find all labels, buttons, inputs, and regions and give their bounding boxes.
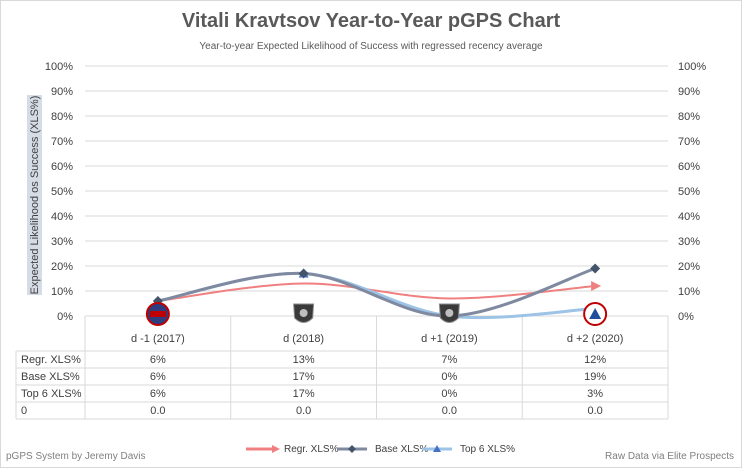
y-tick-label-right: 100% [678, 61, 706, 73]
y-tick-label-left: 60% [51, 161, 73, 173]
legend-marker [433, 445, 441, 452]
y-tick-label-left: 10% [51, 286, 73, 298]
table-cell: 13% [293, 354, 315, 366]
table-cell: 0.0 [442, 405, 457, 417]
y-tick-label-left: 30% [51, 236, 73, 248]
y-tick-label-left: 80% [51, 111, 73, 123]
series-arrow-marker [591, 281, 602, 291]
table-cell: 17% [293, 371, 315, 383]
y-tick-label-right: 70% [678, 136, 700, 148]
series-point-diamond [590, 263, 601, 274]
table-cell: 12% [584, 354, 606, 366]
y-tick-label-left: 0% [57, 311, 73, 323]
y-tick-label-right: 80% [678, 111, 700, 123]
legend-marker [272, 445, 280, 453]
y-tick-label-left: 40% [51, 211, 73, 223]
table-cell: 3% [587, 388, 603, 400]
y-tick-label-left: 50% [51, 186, 73, 198]
y-tick-label-left: 70% [51, 136, 73, 148]
y-tick-label-right: 90% [678, 86, 700, 98]
footer-source: Raw Data via Elite Prospects [605, 451, 734, 462]
x-tick-label: d (2018) [283, 333, 324, 345]
chart-title: Vitali Kravtsov Year-to-Year pGPS Chart [181, 10, 561, 32]
table-cell: 6% [150, 388, 166, 400]
y-tick-label-left: 90% [51, 86, 73, 98]
table-row-header: Top 6 XLS% [21, 388, 82, 400]
table-cell: 0.0 [150, 405, 165, 417]
table-cell: 0.0 [296, 405, 311, 417]
table-cell: 0% [441, 388, 457, 400]
y-tick-label-right: 30% [678, 236, 700, 248]
series-line [156, 267, 597, 318]
footer-credit: pGPS System by Jeremy Davis [6, 451, 146, 462]
table-row-header: Base XLS% [21, 371, 80, 383]
mhl-logo-icon [145, 302, 170, 326]
khl-logo-icon [293, 303, 315, 323]
table-row-header: 0 [21, 405, 27, 417]
legend-label: Regr. XLS% [284, 444, 339, 455]
y-tick-label-left: 20% [51, 261, 73, 273]
legend-marker [348, 445, 356, 453]
table-cell: 0.0 [587, 405, 602, 417]
series-line [156, 282, 597, 302]
chart-subtitle: Year-to-year Expected Likelihood of Succ… [199, 41, 543, 52]
series-point-diamond [298, 268, 309, 279]
ahl-logo-icon [583, 302, 608, 326]
x-tick-label: d +2 (2020) [567, 333, 624, 345]
y-axis-label-box: Expected Likelihood os Success (XLS%) [27, 95, 42, 295]
table-cell: 19% [584, 371, 606, 383]
table-cell: 0% [441, 371, 457, 383]
table-cell: 7% [441, 354, 457, 366]
x-tick-label: d -1 (2017) [131, 333, 185, 345]
y-tick-label-right: 10% [678, 286, 700, 298]
y-tick-label-left: 100% [45, 61, 73, 73]
y-tick-label-right: 40% [678, 211, 700, 223]
table-cell: 6% [150, 371, 166, 383]
y-tick-label-right: 20% [678, 261, 700, 273]
table-cell: 6% [150, 354, 166, 366]
khl-logo-icon [438, 303, 460, 323]
x-tick-label: d +1 (2019) [421, 333, 478, 345]
y-tick-label-right: 50% [678, 186, 700, 198]
y-tick-label-right: 0% [678, 311, 694, 323]
table-cell: 17% [293, 388, 315, 400]
legend-label: Top 6 XLS% [460, 444, 515, 455]
y-tick-label-right: 60% [678, 161, 700, 173]
table-row-header: Regr. XLS% [21, 354, 81, 366]
legend-label: Base XLS% [375, 444, 428, 455]
